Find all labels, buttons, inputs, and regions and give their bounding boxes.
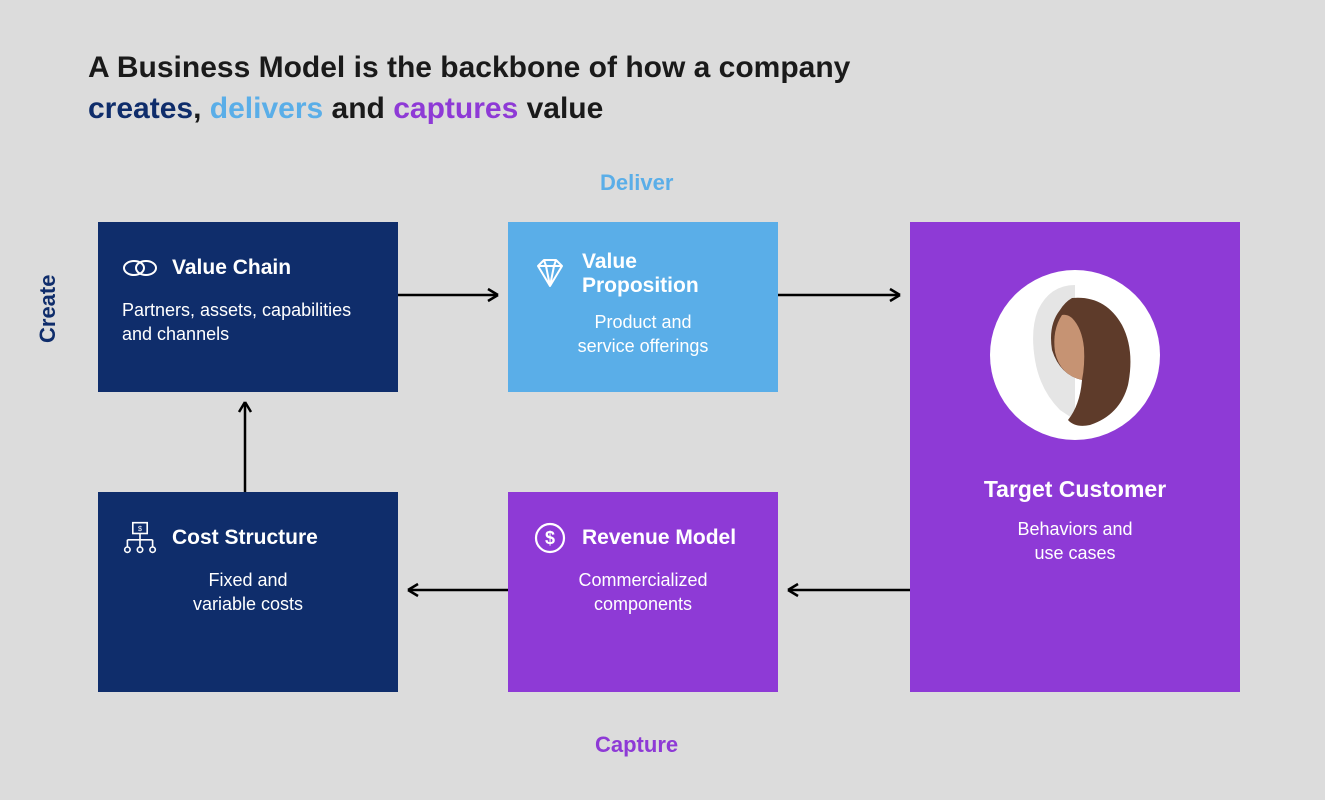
box-cost-structure: $ Cost Structure Fixed and variable cost… [98,492,398,692]
box-title: Value Chain [172,256,291,280]
box-desc: Fixed and variable costs [122,568,374,617]
label-create: Create [35,275,61,343]
box-title: Cost Structure [172,526,318,550]
arrow-revenue-to-cost [398,575,508,605]
heading-delivers: delivers [210,92,323,125]
box-title: Value Proposition [582,250,754,298]
svg-text:$: $ [545,528,555,548]
heading-captures: captures [393,92,518,125]
box-title: Target Customer [984,476,1166,503]
heading-line1: A Business Model is the backbone of how … [88,51,850,84]
dollar-circle-icon: $ [532,520,568,556]
diagram-heading: A Business Model is the backbone of how … [88,48,850,129]
box-desc: Commercialized components [532,568,754,617]
box-value-chain: Value Chain Partners, assets, capabiliti… [98,222,398,392]
cost-tree-icon: $ [122,520,158,556]
box-desc: Partners, assets, capabilities and chann… [122,298,374,347]
label-capture: Capture [595,732,678,758]
box-target-customer: Target Customer Behaviors and use cases [910,222,1240,692]
svg-text:$: $ [138,524,142,533]
box-title: Revenue Model [582,526,736,550]
arrow-chain-to-prop [398,280,508,310]
box-desc: Product and service offerings [532,310,754,359]
diamond-icon [532,256,568,292]
chain-link-icon [122,250,158,286]
box-value-proposition: Value Proposition Product and service of… [508,222,778,392]
arrow-prop-to-target [778,280,910,310]
heading-creates: creates [88,92,193,125]
arrow-target-to-revenue [778,575,910,605]
box-revenue-model: $ Revenue Model Commercialized component… [508,492,778,692]
arrow-cost-to-chain [230,392,260,492]
customer-avatar-icon [990,270,1160,440]
box-desc: Behaviors and use cases [1017,517,1132,566]
label-deliver: Deliver [600,170,673,196]
